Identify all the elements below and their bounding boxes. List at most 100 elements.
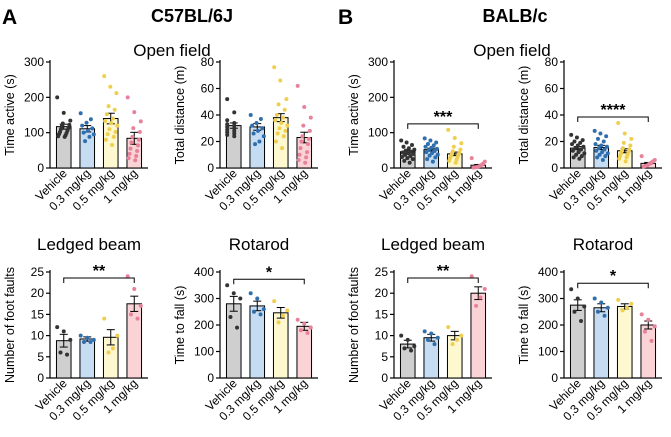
data-point xyxy=(409,143,414,148)
data-point xyxy=(305,142,310,147)
data-point xyxy=(115,123,120,128)
significance-bracket xyxy=(407,277,479,283)
significance-bracket xyxy=(63,277,135,283)
data-point xyxy=(577,156,582,161)
chart-b-ledged-beam: Ledged beam 0 5 10 15 20 25 Number of foot faul… xyxy=(347,235,492,423)
y-tick-label: 100 xyxy=(538,345,558,359)
data-point xyxy=(225,283,230,288)
data-point xyxy=(649,338,654,343)
data-point xyxy=(55,325,60,330)
data-point xyxy=(55,95,60,100)
data-point xyxy=(422,136,427,141)
data-point xyxy=(307,128,312,133)
data-point xyxy=(598,131,603,136)
data-point xyxy=(113,129,118,134)
data-point xyxy=(280,115,285,120)
data-point xyxy=(111,134,116,139)
data-point xyxy=(108,84,113,89)
data-point xyxy=(652,324,657,329)
data-point xyxy=(602,147,607,152)
data-point xyxy=(642,329,647,334)
data-point xyxy=(573,146,578,151)
data-point xyxy=(595,155,600,160)
data-point xyxy=(592,296,597,301)
data-point xyxy=(232,110,237,115)
data-point xyxy=(474,303,479,308)
data-point xyxy=(579,319,584,324)
data-point xyxy=(80,123,85,128)
data-point xyxy=(125,95,130,100)
data-point xyxy=(578,140,583,145)
significance-label: * xyxy=(610,268,617,285)
data-point xyxy=(134,153,139,158)
y-tick-label: 5 xyxy=(37,350,44,364)
y-tick-label: 20 xyxy=(375,286,389,300)
y-tick-label: 25 xyxy=(31,265,45,279)
y-tick-label: 60 xyxy=(201,82,215,96)
data-point xyxy=(56,134,61,139)
data-point xyxy=(103,119,108,124)
data-point xyxy=(430,159,435,164)
y-axis-label: Number of foot faults xyxy=(3,267,17,383)
data-point xyxy=(61,110,66,115)
bar xyxy=(640,324,657,379)
data-point xyxy=(403,152,408,157)
data-point xyxy=(641,164,646,169)
data-point xyxy=(68,118,73,123)
data-point xyxy=(576,150,581,155)
data-point xyxy=(569,132,574,137)
data-point xyxy=(629,301,634,306)
data-point xyxy=(580,138,585,143)
data-point xyxy=(600,158,605,163)
data-point xyxy=(433,155,438,160)
data-point xyxy=(605,151,610,156)
y-tick-label: 15 xyxy=(31,307,45,321)
data-point xyxy=(435,152,440,157)
data-point xyxy=(302,105,307,110)
y-tick-label: 200 xyxy=(194,318,214,332)
data-point xyxy=(275,131,280,136)
y-tick-label: 80 xyxy=(201,55,215,69)
data-point xyxy=(412,344,417,349)
data-point xyxy=(305,330,310,335)
data-point xyxy=(303,160,308,165)
data-point xyxy=(429,331,434,336)
data-point xyxy=(624,305,629,310)
y-tick-label: 0 xyxy=(551,161,558,175)
y-tick-label: 200 xyxy=(368,90,388,104)
data-point xyxy=(427,153,432,158)
data-point xyxy=(600,150,605,155)
data-point xyxy=(646,317,651,322)
data-point xyxy=(404,140,409,145)
data-point xyxy=(261,134,266,139)
data-point xyxy=(102,316,107,321)
data-point xyxy=(412,147,417,152)
panel-strain-b: BALB/c xyxy=(482,6,547,26)
data-point xyxy=(232,134,237,139)
data-point xyxy=(399,333,404,338)
data-point xyxy=(125,274,130,279)
data-point xyxy=(423,144,428,149)
data-point xyxy=(639,312,644,317)
bar xyxy=(470,292,487,379)
data-point xyxy=(411,151,416,156)
data-point xyxy=(91,337,96,342)
data-point xyxy=(401,144,406,149)
data-point xyxy=(617,156,622,161)
data-point xyxy=(305,150,310,155)
data-point xyxy=(402,346,407,351)
data-point xyxy=(432,342,437,347)
significance-label: ** xyxy=(93,263,106,280)
data-point xyxy=(78,111,83,116)
data-point xyxy=(597,152,602,157)
y-tick-label: 40 xyxy=(545,108,559,122)
data-point xyxy=(406,146,411,151)
data-point xyxy=(604,144,609,149)
data-point xyxy=(88,117,93,122)
data-point xyxy=(62,134,67,139)
data-point xyxy=(425,337,430,342)
data-point xyxy=(447,158,452,163)
data-point xyxy=(594,148,599,153)
